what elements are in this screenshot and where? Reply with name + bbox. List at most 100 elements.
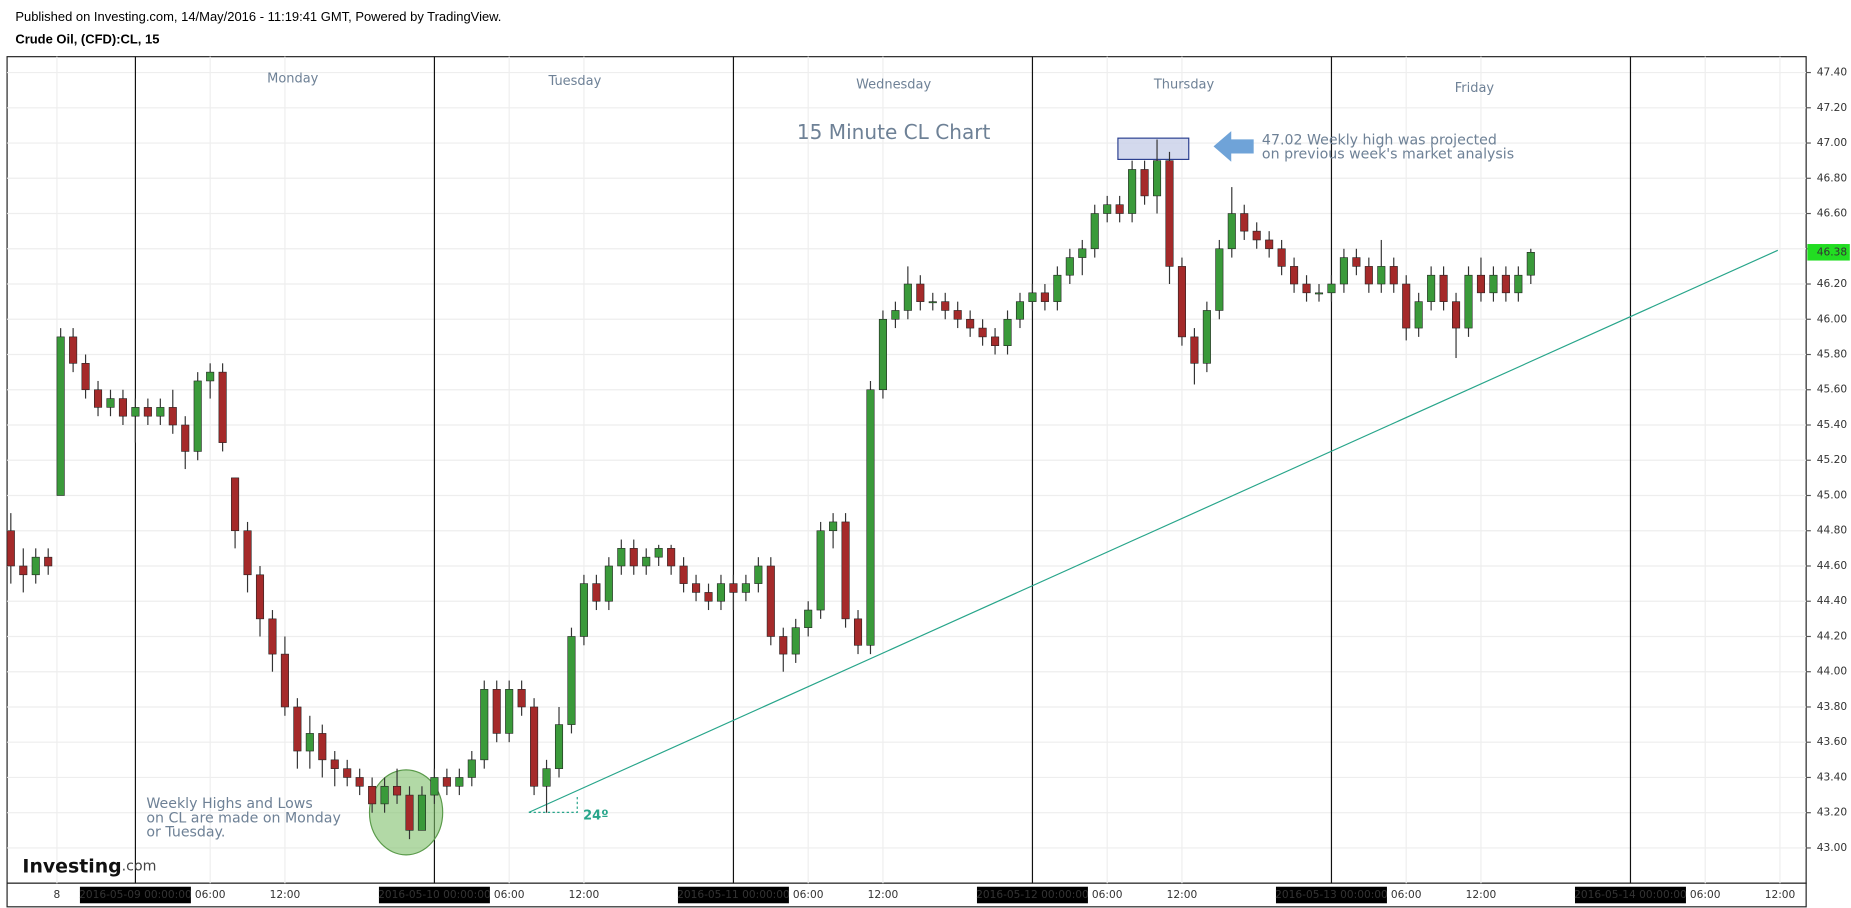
candle-body xyxy=(1489,274,1498,294)
candle-body xyxy=(1327,283,1336,294)
candle-body xyxy=(1290,266,1299,285)
candle-body xyxy=(1364,266,1373,285)
candle-body xyxy=(492,689,501,734)
candle-body xyxy=(629,548,638,567)
candle-body xyxy=(1090,213,1099,250)
candle-body xyxy=(405,794,414,831)
candle-body xyxy=(966,318,975,329)
chart-title: 15 Minute CL Chart xyxy=(797,120,991,144)
candle-body xyxy=(156,407,165,417)
candle-body xyxy=(1165,160,1174,267)
y-tick-label: 44.80 xyxy=(1817,524,1848,537)
candle-body xyxy=(318,733,327,761)
axis-labels: 43.00 43.20 43.40 43.60 43.80 44.00 44.20 44.40… xyxy=(54,66,1850,904)
x-tick-label: 2016-05-11 00:00:00 xyxy=(677,888,790,901)
last-price-tag xyxy=(1807,244,1850,261)
candle-body xyxy=(779,636,788,655)
candle-body xyxy=(1352,257,1361,267)
high-note-line: on previous week's market analysis xyxy=(1262,147,1514,163)
candle-body xyxy=(741,583,750,593)
candle-body xyxy=(604,565,613,602)
y-tick-label: 44.40 xyxy=(1817,594,1848,607)
candle-body xyxy=(866,389,875,646)
candle-body xyxy=(766,565,775,637)
y-tick-label: 47.00 xyxy=(1817,136,1848,149)
candle-body xyxy=(1202,310,1211,364)
logo-main: Investing xyxy=(22,855,121,877)
candle-body xyxy=(442,777,451,787)
candle-body xyxy=(1414,301,1423,329)
candle-body xyxy=(953,310,962,320)
candle-body xyxy=(231,477,240,532)
x-tick-label: 12:00 xyxy=(1167,888,1198,901)
candle-body xyxy=(206,371,215,382)
y-tick-label: 43.60 xyxy=(1817,735,1848,748)
candle-body xyxy=(1439,274,1448,302)
candle-body xyxy=(542,768,551,787)
candle-body xyxy=(554,724,564,769)
candle-body xyxy=(1015,301,1025,320)
candle-body xyxy=(44,556,53,567)
x-tick-label: 06:00 xyxy=(494,888,525,901)
candle-body xyxy=(1040,292,1049,302)
x-tick-label: 06:00 xyxy=(1092,888,1123,901)
y-tick-label: 45.20 xyxy=(1817,453,1848,466)
date-badge xyxy=(976,886,1088,904)
candle-body xyxy=(1402,283,1411,329)
candle-body xyxy=(31,556,40,576)
high-note-line: 47.02 Weekly high was projected xyxy=(1262,133,1497,149)
candle-body xyxy=(480,689,489,761)
candle-body xyxy=(6,530,15,567)
logo-suffix: .com xyxy=(122,859,157,875)
date-badge xyxy=(378,886,490,904)
y-tick-label: 45.60 xyxy=(1817,383,1848,396)
candle-body xyxy=(816,530,825,611)
candle-body xyxy=(941,301,950,311)
candle-body xyxy=(1277,248,1286,267)
candle-body xyxy=(467,759,476,778)
candle-body xyxy=(1215,248,1224,311)
y-tick-label: 46.60 xyxy=(1817,207,1848,220)
candle-body xyxy=(1252,230,1261,241)
candle-body xyxy=(305,733,314,752)
candle-body xyxy=(1065,257,1074,276)
candle-body xyxy=(417,794,426,831)
date-badge xyxy=(1275,886,1387,904)
candle-body xyxy=(567,636,576,725)
low-note-line: or Tuesday. xyxy=(146,824,225,840)
candle-body xyxy=(903,283,912,311)
plot-frame xyxy=(6,56,1807,884)
x-tick-label: 12:00 xyxy=(1765,888,1796,901)
day-label: Thursday xyxy=(1153,78,1215,93)
candle-body xyxy=(168,407,177,426)
candle-body xyxy=(1190,336,1199,364)
high-highlight xyxy=(1117,137,1190,160)
x-tick-label: 2016-05-13 00:00:00 xyxy=(1275,888,1388,901)
low-note-line: on CL are made on Monday xyxy=(146,810,340,826)
candle-body xyxy=(692,583,701,593)
day-label: Tuesday xyxy=(548,74,602,89)
candle-body xyxy=(1128,169,1137,214)
candle-body xyxy=(218,371,227,443)
candle-body xyxy=(393,785,402,796)
angle-label: 24º xyxy=(583,808,608,823)
candle-body xyxy=(679,565,688,584)
candle-body xyxy=(853,618,863,646)
candle-body xyxy=(517,689,526,708)
y-tick-label: 43.80 xyxy=(1817,700,1848,713)
candles xyxy=(6,139,1535,840)
candle-body xyxy=(1078,248,1087,258)
logo: Investing.com xyxy=(22,855,156,877)
candle-body xyxy=(1115,204,1124,214)
candle-body xyxy=(330,759,339,769)
candle-body xyxy=(81,363,90,391)
candle-body xyxy=(1377,266,1386,285)
candle-body xyxy=(642,556,651,567)
low-note-line: Weekly Highs and Lows xyxy=(146,796,312,812)
candle-body xyxy=(716,583,726,602)
y-tick-label: 46.80 xyxy=(1817,171,1848,184)
candle-body xyxy=(56,336,65,496)
x-tick-label: 2016-05-10 00:00:00 xyxy=(378,888,491,901)
candle-body xyxy=(69,336,78,364)
candle-body xyxy=(978,327,987,338)
